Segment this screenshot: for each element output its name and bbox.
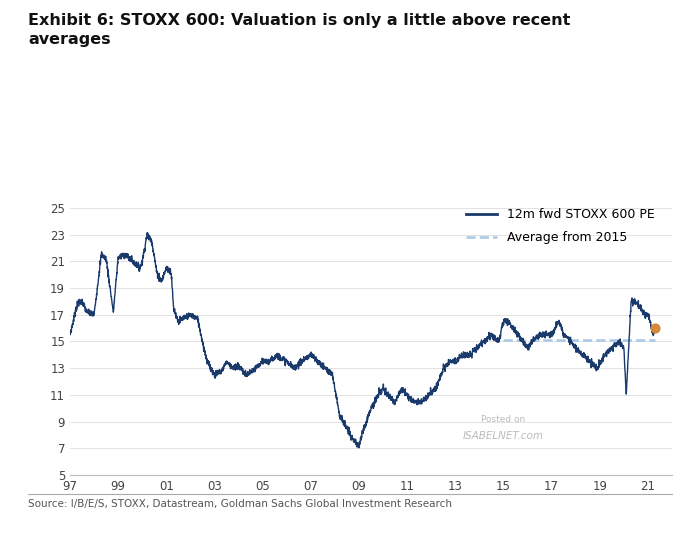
Text: ISABELNET.com: ISABELNET.com xyxy=(463,431,544,441)
Point xyxy=(650,323,661,332)
Text: Exhibit 6: STOXX 600: Valuation is only a little above recent
averages: Exhibit 6: STOXX 600: Valuation is only … xyxy=(28,14,570,47)
Text: Posted on: Posted on xyxy=(482,415,526,423)
Legend: 12m fwd STOXX 600 PE, Average from 2015: 12m fwd STOXX 600 PE, Average from 2015 xyxy=(461,204,659,249)
Text: Source: I/B/E/S, STOXX, Datastream, Goldman Sachs Global Investment Research: Source: I/B/E/S, STOXX, Datastream, Gold… xyxy=(28,500,452,510)
